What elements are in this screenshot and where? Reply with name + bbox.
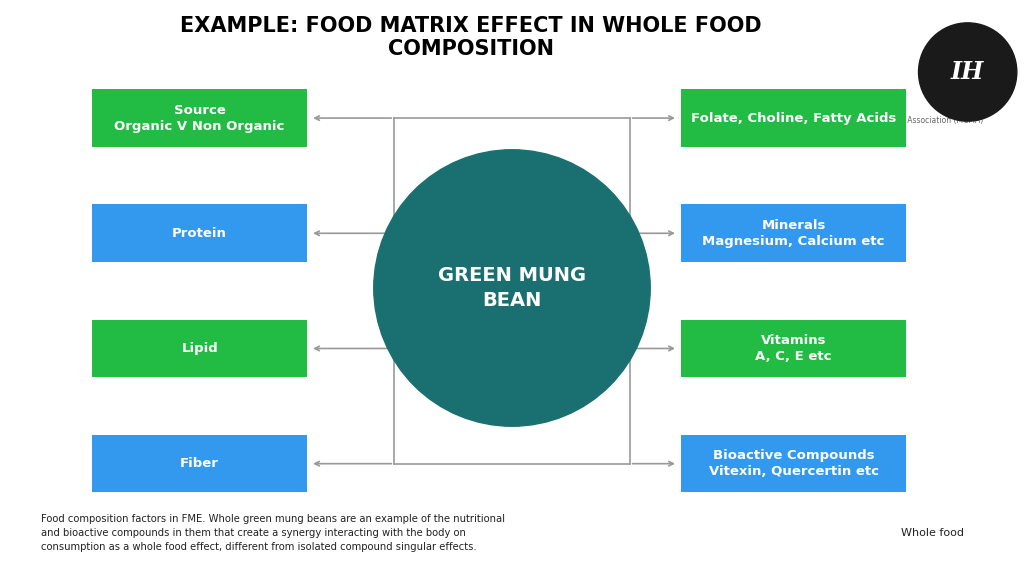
- Text: Source
Organic V Non Organic: Source Organic V Non Organic: [115, 104, 285, 132]
- FancyBboxPatch shape: [681, 89, 906, 147]
- Text: Member of the Complementary Medical Association (MCMA): Member of the Complementary Medical Asso…: [753, 116, 983, 126]
- FancyBboxPatch shape: [92, 320, 307, 377]
- FancyBboxPatch shape: [681, 320, 906, 377]
- Text: Food composition factors in FME. Whole green mung beans are an example of the nu: Food composition factors in FME. Whole g…: [41, 514, 505, 552]
- Text: Protein: Protein: [172, 227, 227, 240]
- FancyBboxPatch shape: [681, 204, 906, 262]
- Ellipse shape: [374, 150, 650, 426]
- Text: Minerals
Magnesium, Calcium etc: Minerals Magnesium, Calcium etc: [702, 219, 885, 248]
- FancyBboxPatch shape: [92, 435, 307, 492]
- Text: Fiber: Fiber: [180, 457, 219, 470]
- Text: GREEN MUNG
BEAN: GREEN MUNG BEAN: [438, 266, 586, 310]
- FancyBboxPatch shape: [681, 435, 906, 492]
- Text: IH: IH: [951, 60, 984, 84]
- Text: Lipid: Lipid: [181, 342, 218, 355]
- Text: Folate, Choline, Fatty Acids: Folate, Choline, Fatty Acids: [691, 112, 896, 124]
- Text: Whole food: Whole food: [901, 528, 965, 538]
- FancyBboxPatch shape: [92, 204, 307, 262]
- FancyBboxPatch shape: [92, 89, 307, 147]
- Text: EXAMPLE: FOOD MATRIX EFFECT IN WHOLE FOOD
COMPOSITION: EXAMPLE: FOOD MATRIX EFFECT IN WHOLE FOO…: [180, 16, 762, 59]
- Text: Vitamins
A, C, E etc: Vitamins A, C, E etc: [756, 334, 831, 363]
- Text: Bioactive Compounds
Vitexin, Quercertin etc: Bioactive Compounds Vitexin, Quercertin …: [709, 449, 879, 478]
- Ellipse shape: [919, 23, 1017, 121]
